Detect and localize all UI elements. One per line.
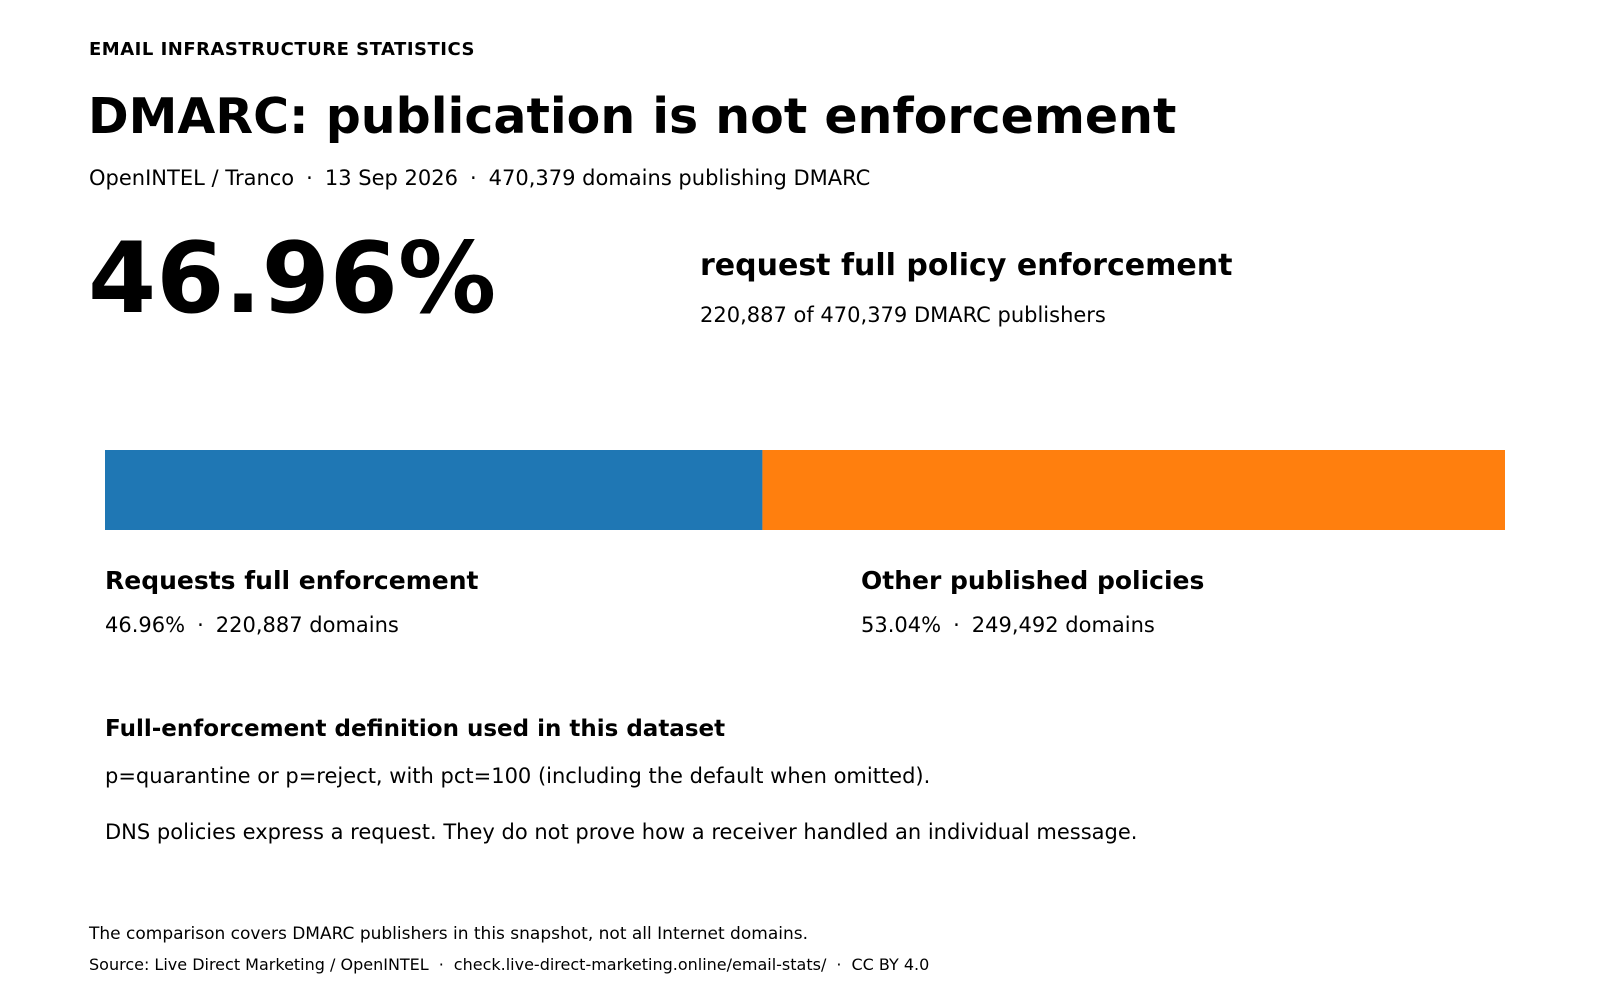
stacked-bar-chart [105, 450, 1505, 530]
page-title: DMARC: publication is not enforcement [88, 88, 1177, 145]
legend-percent: 53.04% [861, 613, 942, 637]
legend-percent: 46.96% [105, 613, 186, 637]
source-credit: Source: Live Direct Marketing / OpenINTE… [89, 955, 429, 974]
legend-title-other-policies: Other published policies [861, 566, 1205, 595]
source-url-link[interactable]: check.live-direct-marketing.online/email… [453, 955, 827, 974]
subtitle-date: 13 Sep 2026 [324, 166, 458, 190]
subtitle-separator: · [306, 166, 313, 190]
definition-text: p=quarantine or p=reject, with pct=100 (… [105, 764, 931, 788]
subtitle: OpenINTEL / Tranco · 13 Sep 2026 · 470,379 d… [89, 166, 870, 190]
subtitle-count: 470,379 domains publishing DMARC [488, 166, 871, 190]
subtitle-separator: · [469, 166, 477, 190]
eyebrow-label: EMAIL INFRASTRUCTURE STATISTICS [89, 39, 475, 60]
headline-label: request full policy enforcement [700, 248, 1233, 283]
subtitle-source: OpenINTEL / Tranco [89, 166, 295, 190]
legend-count: 220,887 domains [215, 613, 399, 637]
legend-separator: · [197, 613, 204, 637]
source-line: Source: Live Direct Marketing / OpenINTE… [89, 955, 929, 974]
source-separator: · [438, 955, 444, 974]
definition-title: Full-enforcement definition used in this… [105, 716, 726, 742]
footnote: The comparison covers DMARC publishers i… [89, 924, 808, 944]
source-separator: · [836, 955, 842, 974]
legend-count: 249,492 domains [971, 613, 1155, 637]
legend-separator: · [953, 613, 960, 637]
legend-title-full-enforcement: Requests full enforcement [105, 566, 479, 595]
headline-percent: 46.96% [88, 222, 497, 336]
headline-detail: 220,887 of 470,379 DMARC publishers [700, 303, 1106, 327]
license-label: CC BY 4.0 [851, 955, 930, 974]
legend-detail-full-enforcement: 46.96% · 220,887 domains [105, 613, 399, 637]
bar-segment-other-policies [762, 450, 1505, 530]
bar-segment-full-enforcement [105, 450, 763, 530]
caveat-text: DNS policies express a request. They do … [105, 820, 1138, 844]
legend-detail-other-policies: 53.04% · 249,492 domains [861, 613, 1155, 637]
